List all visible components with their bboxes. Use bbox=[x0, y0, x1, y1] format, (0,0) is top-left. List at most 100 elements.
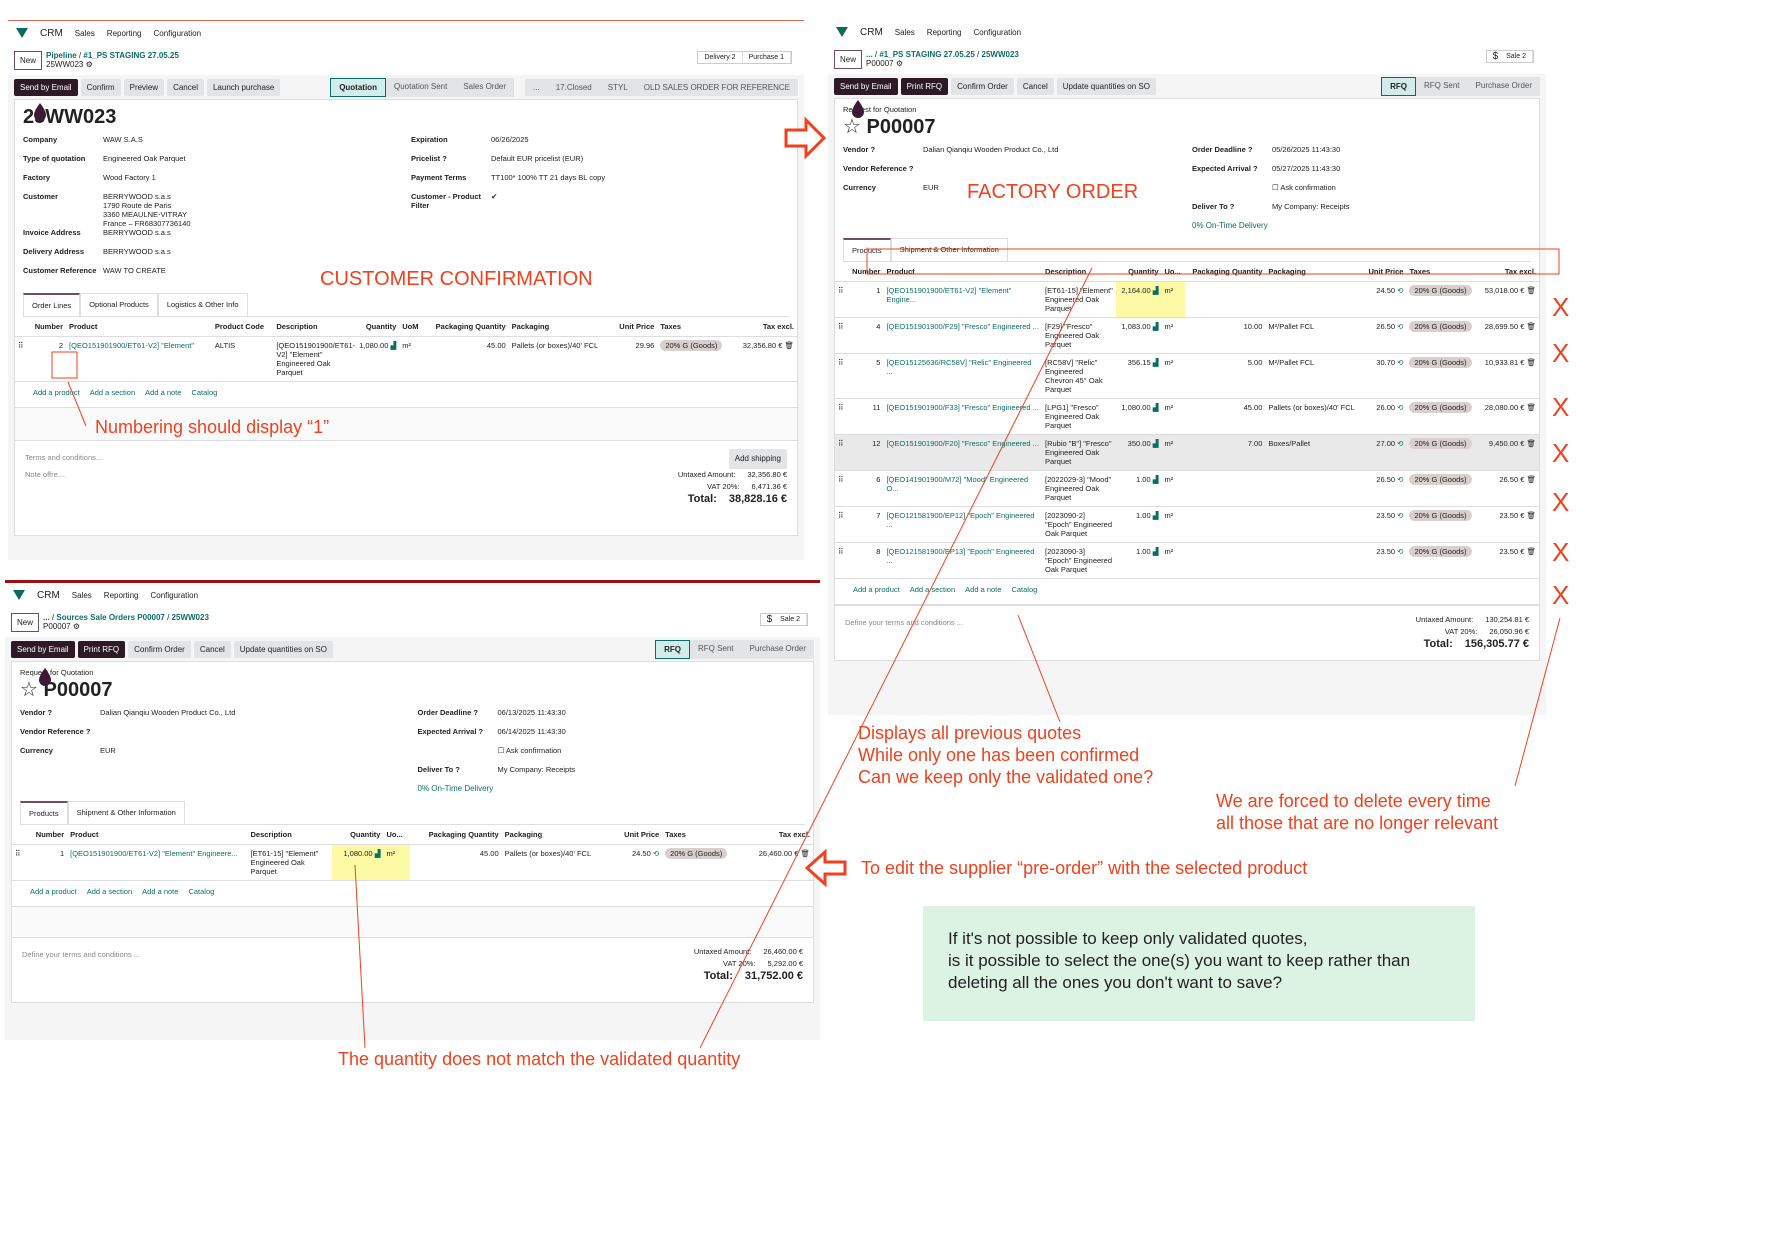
column-header[interactable]: Description bbox=[1041, 262, 1116, 282]
table-cell[interactable]: 45.00 bbox=[1185, 398, 1266, 435]
table-cell[interactable]: 1,080.00 ▟ bbox=[351, 336, 400, 382]
table-cell[interactable]: m² bbox=[1161, 281, 1186, 318]
table-cell[interactable] bbox=[1185, 281, 1266, 318]
nav-item[interactable]: Sales bbox=[71, 590, 92, 600]
table-cell[interactable]: 20% G (Goods) bbox=[1406, 542, 1479, 579]
table-cell[interactable]: Boxes/Pallet bbox=[1265, 434, 1364, 471]
add-line-link[interactable]: Catalog bbox=[1011, 585, 1038, 594]
table-cell[interactable]: 28,080.00 € 🗑 bbox=[1478, 398, 1539, 435]
forecast-chart-icon[interactable]: ▟ bbox=[1152, 475, 1159, 484]
field-value[interactable]: TT100* 100% TT 21 days BL copy bbox=[491, 173, 606, 182]
table-cell[interactable]: 12 bbox=[847, 434, 884, 471]
status-step[interactable]: 17.Closed bbox=[555, 82, 592, 92]
nav-item[interactable]: Reporting bbox=[103, 590, 139, 600]
table-cell[interactable]: 5 bbox=[847, 353, 884, 399]
action-button[interactable]: Confirm Order bbox=[128, 640, 191, 658]
field-value[interactable]: Dalian Qianqiu Wooden Product Co., Ltd bbox=[100, 708, 236, 717]
column-header[interactable]: Packaging bbox=[501, 825, 613, 845]
forecast-chart-icon[interactable]: ▟ bbox=[390, 341, 397, 350]
action-button[interactable]: Confirm Order bbox=[951, 77, 1014, 95]
drag-handle-icon[interactable]: ⠿ bbox=[835, 506, 848, 543]
column-header[interactable]: Number bbox=[27, 317, 67, 337]
table-cell[interactable]: 20% G (Goods) bbox=[662, 844, 745, 881]
table-cell[interactable]: 26.00 ⟲ bbox=[1363, 398, 1407, 435]
column-header[interactable]: Description bbox=[273, 317, 352, 337]
table-row[interactable]: ⠿ 8 [QEO121581900/EP13] "Epoch" Engineered… bbox=[835, 542, 1539, 579]
table-row[interactable]: ⠿ 7 [QEO121581900/EP12] "Epoch" Engineered… bbox=[835, 506, 1539, 543]
action-button[interactable]: Preview bbox=[123, 78, 165, 96]
breadcrumb-item[interactable]: Pipeline bbox=[46, 51, 77, 60]
action-button[interactable]: Send by Email bbox=[11, 640, 75, 658]
forecast-chart-icon[interactable]: ▟ bbox=[1152, 547, 1159, 556]
table-cell[interactable]: 20% G (Goods) bbox=[1406, 317, 1479, 354]
status-step[interactable]: OLD SALES ORDER FOR REFERENCE bbox=[643, 82, 790, 92]
table-cell[interactable]: m² bbox=[1161, 542, 1186, 579]
field-value[interactable]: Default EUR pricelist (EUR) bbox=[491, 154, 584, 163]
trash-icon[interactable]: 🗑 bbox=[800, 849, 810, 858]
field-value[interactable]: BERRYWOOD s.a.s bbox=[103, 247, 171, 256]
trash-icon[interactable]: 🗑 bbox=[784, 341, 794, 350]
breadcrumb-item[interactable]: 25WW023 bbox=[981, 50, 1019, 59]
table-cell[interactable]: Pallets (or boxes)/40' FCL bbox=[501, 844, 613, 881]
table-cell[interactable]: 2,164.00 ▟ bbox=[1115, 281, 1162, 318]
table-cell[interactable]: 23.50 € 🗑 bbox=[1478, 542, 1539, 579]
breadcrumb-item[interactable]: #1_PS STAGING 27.05.25 bbox=[879, 50, 975, 59]
column-header[interactable]: Number bbox=[847, 262, 884, 282]
action-button[interactable]: Confirm bbox=[80, 78, 121, 96]
field-value[interactable]: EUR bbox=[923, 183, 939, 192]
gear-icon[interactable]: ⚙ bbox=[72, 622, 81, 631]
table-cell[interactable]: [QEO15125636/RC58V] "Relic" Engineered .… bbox=[883, 353, 1042, 399]
table-cell[interactable]: 1,083.00 ▟ bbox=[1115, 317, 1162, 354]
drag-handle-icon[interactable]: ⠿ bbox=[835, 317, 848, 354]
add-line-link[interactable]: Add a section bbox=[909, 585, 956, 594]
table-cell[interactable]: [QEO151901900/F33] "Fresco" Engineered .… bbox=[883, 398, 1042, 435]
column-header[interactable]: Product bbox=[67, 825, 248, 845]
table-row[interactable]: ⠿ 12 [QEO151901900/F20] "Fresco" Engineere… bbox=[835, 434, 1539, 471]
new-button[interactable]: New bbox=[14, 50, 43, 70]
field-value[interactable]: Engineered Oak Parquet bbox=[103, 154, 186, 163]
reset-icon[interactable]: ⟲ bbox=[652, 849, 660, 858]
field-value[interactable]: 06/14/2025 11:43:30 bbox=[497, 727, 566, 736]
action-button[interactable]: Cancel bbox=[1016, 77, 1054, 95]
table-cell[interactable]: 11 bbox=[847, 398, 884, 435]
status-step[interactable]: Quotation Sent bbox=[393, 81, 448, 91]
terms-input[interactable]: Define your terms and conditions ... bbox=[845, 618, 963, 627]
add-line-link[interactable]: Catalog bbox=[191, 388, 218, 397]
table-cell[interactable]: Pallets (or boxes)/40' FCL bbox=[1265, 398, 1364, 435]
table-cell[interactable]: 24.50 ⟲ bbox=[1363, 281, 1407, 318]
add-line-link[interactable]: Add a note bbox=[965, 585, 1002, 594]
star-icon[interactable]: ☆ bbox=[843, 116, 861, 138]
action-button[interactable]: Send by Email bbox=[834, 77, 898, 95]
reset-icon[interactable]: ⟲ bbox=[1397, 511, 1404, 520]
smart-button[interactable]: Delivery 2 bbox=[698, 52, 743, 63]
table-cell[interactable]: 29.96 bbox=[611, 336, 658, 382]
table-cell[interactable]: 26.50 ⟲ bbox=[1363, 470, 1407, 507]
table-cell[interactable] bbox=[1265, 281, 1364, 318]
table-cell[interactable]: 53,018.00 € 🗑 bbox=[1478, 281, 1539, 318]
forecast-chart-icon[interactable]: ▟ bbox=[1152, 322, 1159, 331]
column-header[interactable]: Packaging Quantity bbox=[424, 317, 509, 337]
table-cell[interactable]: 27.00 ⟲ bbox=[1363, 434, 1407, 471]
breadcrumb-item[interactable]: 25WW023 bbox=[171, 613, 209, 622]
table-cell[interactable]: [RC58V] "Relic" Engineered Chevron 45° O… bbox=[1041, 353, 1116, 399]
table-cell[interactable]: 26.50 € 🗑 bbox=[1478, 470, 1539, 507]
column-header[interactable]: Quantity bbox=[331, 825, 384, 845]
column-header[interactable]: Quantity bbox=[351, 317, 400, 337]
field-value[interactable]: Wood Factory 1 bbox=[103, 173, 156, 182]
column-header[interactable]: Quantity bbox=[1115, 262, 1162, 282]
field-value[interactable]: EUR bbox=[100, 746, 116, 755]
forecast-chart-icon[interactable]: ▟ bbox=[374, 849, 381, 858]
column-header[interactable]: Tax excl. bbox=[1478, 262, 1539, 282]
status-step[interactable]: Purchase Order bbox=[749, 643, 806, 653]
drag-handle-icon[interactable]: ⠿ bbox=[835, 353, 848, 399]
table-cell[interactable]: 5.00 bbox=[1185, 353, 1266, 399]
table-cell[interactable]: 20% G (Goods) bbox=[657, 336, 734, 382]
field-value[interactable]: 05/27/2025 11:43:30 bbox=[1272, 164, 1341, 173]
forecast-chart-icon[interactable]: ▟ bbox=[1152, 511, 1159, 520]
table-cell[interactable]: [2023090-2] "Epoch" Engineered Oak Parqu… bbox=[1041, 506, 1116, 543]
table-cell[interactable]: 26,460.00 € 🗑 bbox=[744, 844, 813, 881]
table-cell[interactable]: [QEO121581900/EP13] "Epoch" Engineered .… bbox=[883, 542, 1042, 579]
new-button[interactable]: New bbox=[11, 612, 40, 632]
table-cell[interactable]: [ET61-15] "Element" Engineered Oak Parqu… bbox=[247, 844, 332, 881]
status-step[interactable]: STYL bbox=[607, 82, 628, 92]
